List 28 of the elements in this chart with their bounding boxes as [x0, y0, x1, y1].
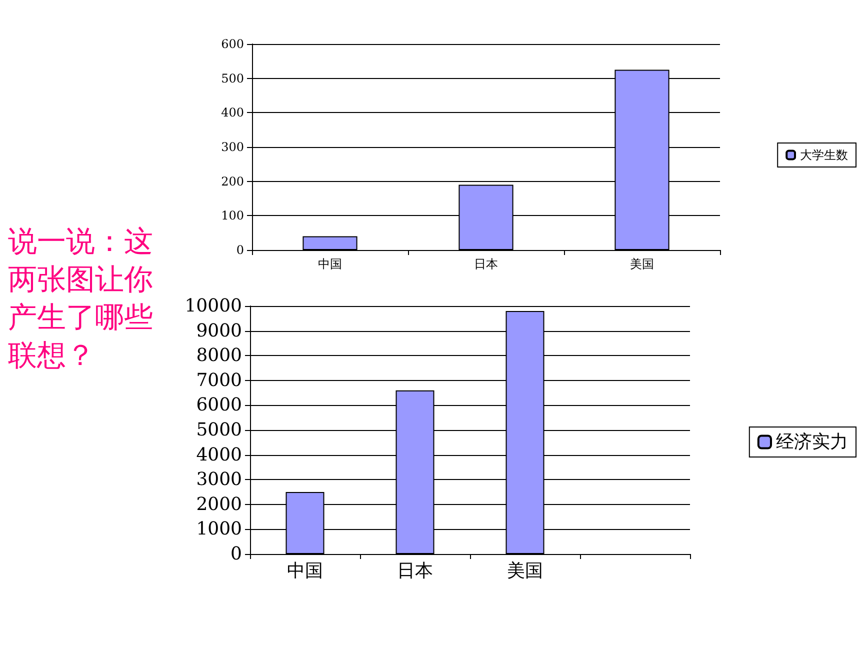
y-tick-label: 0	[230, 544, 242, 564]
y-tick-label: 200	[221, 174, 244, 188]
y-tick-label: 3000	[196, 469, 242, 490]
x-tick-label: 中国	[318, 257, 342, 271]
y-tick-label: 300	[221, 140, 244, 154]
x-tick-label: 美国	[507, 560, 543, 582]
y-tick-label: 10000	[184, 296, 242, 316]
x-tick-label: 美国	[630, 257, 654, 271]
y-tick-label: 0	[236, 243, 244, 257]
y-tick-label: 500	[221, 71, 244, 86]
y-tick-label: 9000	[196, 320, 242, 342]
y-tick-label: 4000	[196, 444, 242, 466]
y-tick-label: 8000	[196, 345, 242, 366]
y-tick-label: 6000	[196, 394, 242, 416]
x-tick-label: 日本	[474, 257, 498, 271]
x-tick-label: 中国	[287, 560, 323, 582]
legend-label: 大学生数	[800, 148, 848, 162]
y-tick-label: 400	[221, 106, 244, 120]
y-tick-label: 1000	[196, 518, 242, 540]
y-tick-label: 7000	[196, 370, 242, 391]
x-tick-label: 日本	[397, 560, 433, 582]
y-tick-label: 100	[221, 208, 244, 223]
text: 说一说：这两张图让你产生了哪些联想？	[8, 223, 154, 374]
y-tick-label: 2000	[196, 494, 242, 515]
y-tick-label: 600	[221, 37, 244, 51]
y-tick-label: 5000	[196, 420, 242, 440]
legend-label: 经济实力	[776, 432, 848, 452]
bar	[302, 236, 358, 250]
